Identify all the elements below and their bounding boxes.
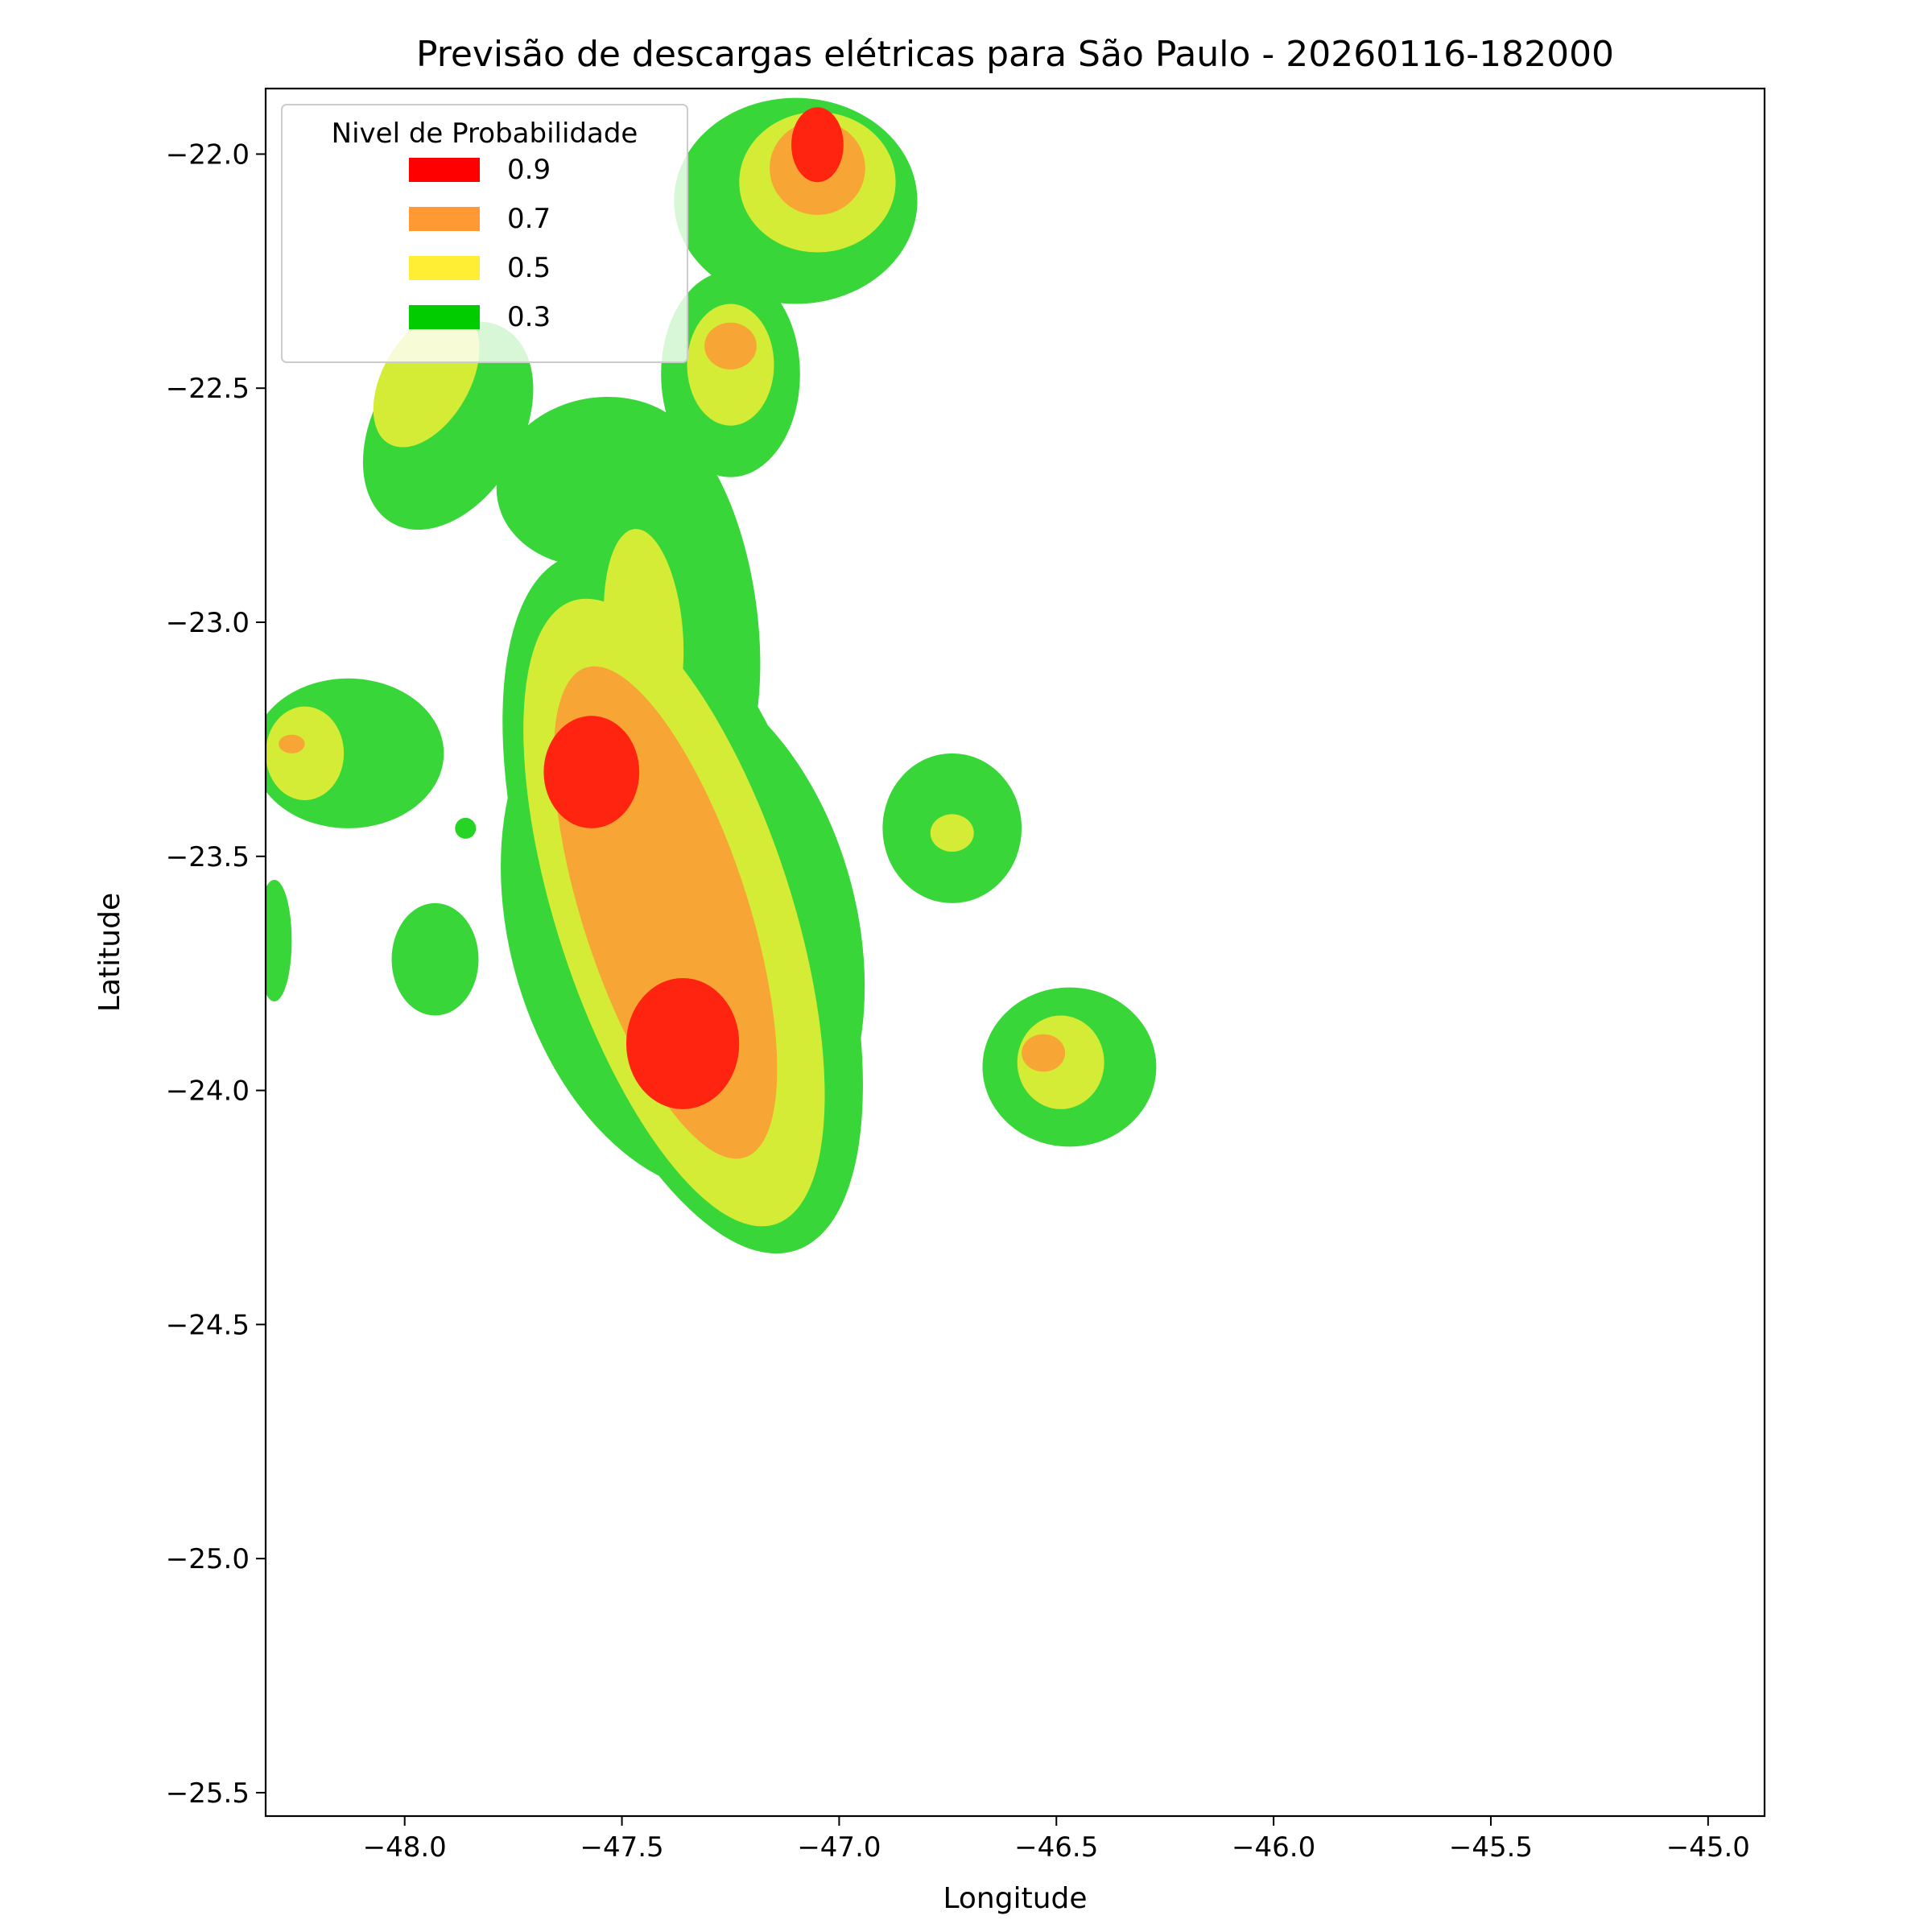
y-axis-label: Latitude (93, 893, 126, 1012)
contour-cell-0-9 (625, 977, 740, 1109)
legend-swatch (409, 256, 480, 280)
contour-cell-0-7 (704, 322, 757, 369)
station-marker (455, 817, 477, 839)
legend-swatch (409, 305, 480, 329)
y-tick-label: −22.0 (166, 138, 250, 171)
x-tick-label: −46.5 (1014, 1831, 1098, 1864)
legend-label: 0.3 (507, 301, 551, 333)
plot-frame (264, 87, 1766, 1818)
contour-cell-0-9 (543, 716, 640, 828)
legend-swatch (409, 158, 480, 182)
legend-label: 0.7 (507, 203, 551, 235)
y-axis: −22.0 −22.5 −23.0 −23.5 −24.0 −24.5 −25.0 −25.5 (166, 138, 266, 1810)
x-axis: −48.0 −47.5 −47.0 −46.5 −46.0 −45.5 −45.0 (363, 1816, 1750, 1864)
contour-cell-0-9 (791, 107, 844, 183)
legend-entries: 0.9 0.7 0.5 0.3 (409, 154, 551, 333)
x-tick-label: −45.0 (1666, 1831, 1750, 1864)
x-tick-label: −47.0 (797, 1831, 881, 1864)
contour-cell-0-3 (496, 397, 704, 568)
x-axis-label: Longitude (943, 1882, 1087, 1915)
x-tick-label: −48.0 (363, 1831, 447, 1864)
y-tick-label: −22.5 (166, 373, 250, 405)
y-tick-label: −24.0 (166, 1075, 250, 1108)
contour-layer (266, 97, 1157, 1254)
legend-label: 0.9 (507, 154, 551, 186)
legend-swatch (409, 207, 480, 231)
chart-title: Previsão de descargas elétricas para São… (416, 34, 1614, 75)
x-tick-label: −46.0 (1232, 1831, 1315, 1864)
legend-box (281, 104, 688, 363)
y-tick-label: −23.5 (166, 841, 250, 873)
contour-cell-0-5 (266, 706, 345, 800)
y-tick-label: −23.0 (166, 607, 250, 639)
contour-cell-0-7 (1022, 1034, 1066, 1072)
x-tick-label: −47.5 (580, 1831, 663, 1864)
x-tick-label: −45.5 (1449, 1831, 1533, 1864)
y-tick-label: −24.5 (166, 1309, 250, 1341)
legend-title: Nivel de Probabilidade (332, 118, 638, 150)
contour-cell-0-5 (930, 814, 974, 852)
y-tick-label: −25.5 (166, 1777, 250, 1810)
contour-cell-0-3 (391, 902, 479, 1016)
legend: Nivel de Probabilidade 0.9 0.7 0.5 0.3 (281, 104, 688, 363)
contour-cell-0-7 (279, 734, 305, 753)
legend-label: 0.5 (507, 252, 551, 284)
contour-cell-0-3 (266, 879, 292, 1002)
y-tick-label: −25.0 (166, 1543, 250, 1575)
